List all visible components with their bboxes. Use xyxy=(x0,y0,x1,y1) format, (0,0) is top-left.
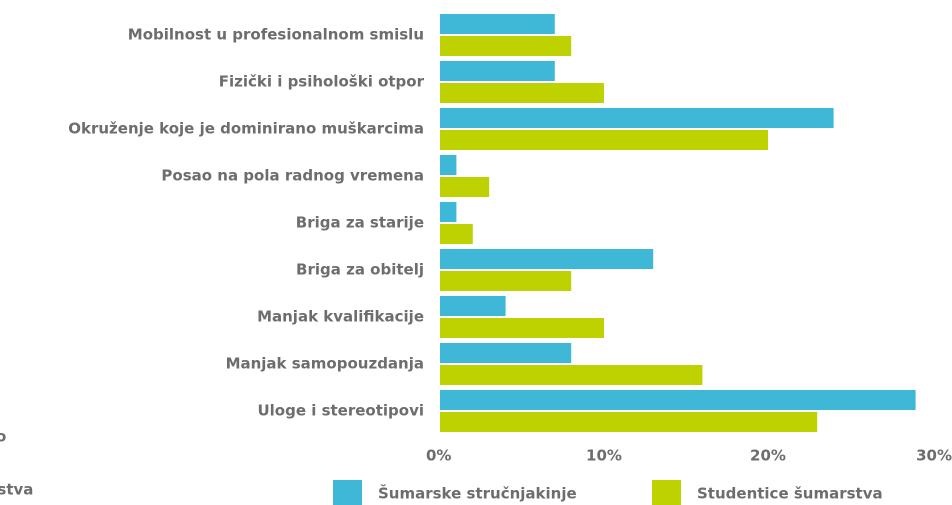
bar xyxy=(440,390,916,410)
bar xyxy=(440,108,834,128)
legend-swatch xyxy=(333,480,362,505)
bar xyxy=(440,202,457,222)
legend-label: Šumarske stručnjakinje xyxy=(378,484,577,503)
bar xyxy=(440,61,555,81)
bar xyxy=(440,36,572,56)
bar xyxy=(440,296,506,316)
bar xyxy=(440,343,572,363)
category-label: Uloge i stereotipovi xyxy=(257,402,424,420)
category-label: Manjak kvalifikacije xyxy=(257,308,424,326)
x-tick-label: 20% xyxy=(750,447,786,465)
bar xyxy=(440,224,473,244)
category-label: Okruženje koje je dominirano muškarcima xyxy=(68,120,424,138)
bar xyxy=(440,177,490,197)
category-label: Manjak samopouzdanja xyxy=(226,355,424,373)
bar xyxy=(440,155,457,175)
category-label: Mobilnost u profesionalnom smislu xyxy=(128,26,424,44)
bar xyxy=(440,271,572,291)
annotation: o xyxy=(0,428,6,446)
bar xyxy=(440,130,768,150)
annotation: rstva xyxy=(0,481,33,499)
x-tick-label: 10% xyxy=(586,447,622,465)
bar xyxy=(440,249,654,269)
legend-label: Studentice šumarstva xyxy=(697,485,883,503)
legend-swatch xyxy=(652,480,681,505)
category-label: Briga za starije xyxy=(296,214,424,232)
bar xyxy=(440,412,818,432)
x-tick-label: 0% xyxy=(426,447,451,465)
bar xyxy=(440,365,703,385)
bar xyxy=(440,83,604,103)
category-label: Fizički i psihološki otpor xyxy=(219,73,425,91)
category-label: Posao na pola radnog vremena xyxy=(161,167,424,185)
bar xyxy=(440,318,604,338)
category-label: Briga za obitelj xyxy=(296,261,424,279)
bar xyxy=(440,14,555,34)
x-tick-label: 30% xyxy=(916,447,952,465)
